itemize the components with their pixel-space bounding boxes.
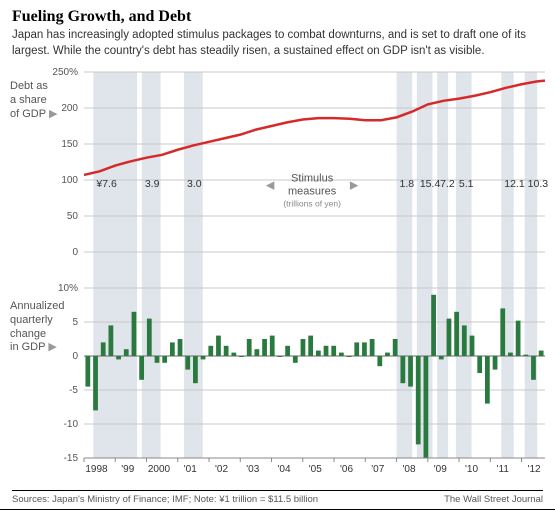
- svg-text:'07: '07: [371, 464, 384, 475]
- svg-text:0: 0: [72, 351, 78, 362]
- svg-text:'01: '01: [184, 464, 197, 475]
- svg-text:12.1: 12.1: [504, 178, 525, 190]
- svg-text:'08: '08: [403, 464, 416, 475]
- svg-text:¥7.6: ¥7.6: [95, 178, 117, 190]
- svg-text:10.3: 10.3: [528, 178, 549, 190]
- source-line: Sources: Japan's Ministry of Finance; IM…: [12, 490, 543, 505]
- svg-text:5: 5: [72, 317, 78, 328]
- svg-text:◀: ◀: [266, 180, 275, 192]
- svg-text:'04: '04: [278, 464, 291, 475]
- svg-text:'09: '09: [434, 464, 447, 475]
- svg-text:'05: '05: [309, 464, 322, 475]
- svg-text:'02: '02: [215, 464, 228, 475]
- svg-text:7.2: 7.2: [440, 178, 455, 190]
- svg-text:3.9: 3.9: [145, 178, 160, 190]
- svg-text:-15: -15: [64, 453, 79, 464]
- svg-text:10%: 10%: [58, 283, 78, 294]
- svg-text:'99: '99: [121, 464, 134, 475]
- svg-text:'10: '10: [465, 464, 478, 475]
- svg-text:'12: '12: [528, 464, 541, 475]
- combined-chart-svg: 050100150200250%¥7.63.93.01.815.47.25.11…: [0, 0, 555, 480]
- svg-text:250%: 250%: [52, 67, 78, 78]
- svg-text:200: 200: [61, 103, 78, 114]
- svg-text:-10: -10: [64, 419, 79, 430]
- chart-container: Fueling Growth, and Debt Japan has incre…: [0, 0, 555, 510]
- svg-text:-5: -5: [69, 385, 78, 396]
- svg-text:100: 100: [61, 175, 78, 186]
- svg-text:1.8: 1.8: [400, 178, 415, 190]
- attribution-text: The Wall Street Journal: [444, 494, 543, 505]
- svg-text:(trillions of yen): (trillions of yen): [283, 199, 341, 209]
- svg-text:0: 0: [72, 247, 78, 258]
- sources-text: Sources: Japan's Ministry of Finance; IM…: [12, 494, 318, 505]
- svg-text:150: 150: [61, 139, 78, 150]
- svg-text:measures: measures: [288, 186, 337, 198]
- svg-text:50: 50: [67, 211, 79, 222]
- svg-text:5.1: 5.1: [459, 178, 474, 190]
- svg-text:'03: '03: [246, 464, 259, 475]
- svg-text:3.0: 3.0: [187, 178, 202, 190]
- svg-text:1998: 1998: [85, 464, 108, 475]
- svg-text:'11: '11: [497, 464, 510, 475]
- svg-text:▶: ▶: [350, 180, 359, 192]
- svg-text:2000: 2000: [148, 464, 171, 475]
- svg-text:15.4: 15.4: [420, 178, 441, 190]
- svg-text:'06: '06: [340, 464, 353, 475]
- svg-text:Stimulus: Stimulus: [291, 173, 334, 185]
